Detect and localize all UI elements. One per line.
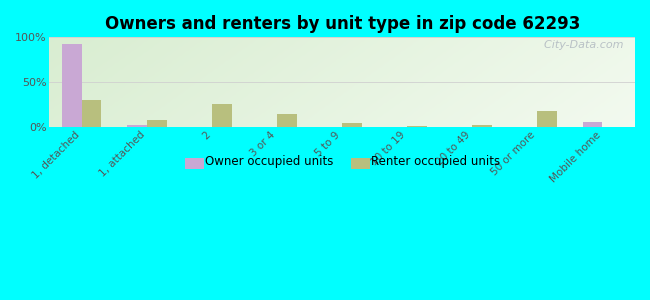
Title: Owners and renters by unit type in zip code 62293: Owners and renters by unit type in zip c…: [105, 15, 580, 33]
Bar: [147, 120, 166, 127]
Bar: [127, 125, 147, 127]
Bar: [583, 122, 603, 127]
Bar: [342, 123, 361, 127]
Bar: [212, 103, 231, 127]
Bar: [277, 114, 296, 127]
Bar: [82, 100, 101, 127]
Bar: [408, 126, 427, 127]
Text: City-Data.com: City-Data.com: [537, 40, 623, 50]
Bar: [62, 44, 82, 127]
Bar: [473, 125, 492, 127]
Legend: Owner occupied units, Renter occupied units: Owner occupied units, Renter occupied un…: [180, 151, 504, 173]
Bar: [538, 111, 557, 127]
